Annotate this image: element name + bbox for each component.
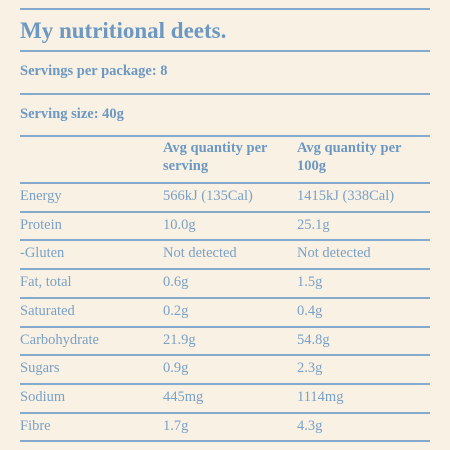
serving-size: Serving size: 40g xyxy=(20,106,124,122)
cell: 0.6g xyxy=(163,274,189,291)
row-label: Fat, total xyxy=(20,274,72,291)
row-label: Saturated xyxy=(20,302,75,319)
cell: 566kJ (135Cal) xyxy=(163,188,253,204)
cell: 0.2g xyxy=(163,302,189,319)
column-header: Avg quantity per serving xyxy=(163,140,268,174)
cell: Not detected xyxy=(163,245,237,262)
cell: 21.9g xyxy=(163,331,196,348)
rule xyxy=(20,210,430,213)
rule xyxy=(20,382,430,385)
rule xyxy=(20,182,430,184)
cell: 1.7g xyxy=(163,417,189,434)
cell: 54.8g xyxy=(297,331,330,348)
cell: 445mg xyxy=(163,388,204,405)
cell: 1415kJ (338Cal) xyxy=(297,188,395,204)
rule xyxy=(20,440,430,443)
row-label: Sugars xyxy=(20,360,60,377)
cell: 0.9g xyxy=(163,360,189,377)
row-label: Carbohydrate xyxy=(20,331,99,348)
rule xyxy=(20,239,430,242)
cell: 4.3g xyxy=(297,417,323,434)
cell: 10.0g xyxy=(163,216,196,233)
cell: 2.3g xyxy=(297,360,323,377)
row-label: Protein xyxy=(20,216,62,233)
rule xyxy=(20,50,430,52)
cell: Not detected xyxy=(297,245,371,262)
cell: 1114mg xyxy=(297,388,344,405)
rule xyxy=(20,268,430,271)
cell: 1.5g xyxy=(297,274,323,291)
rule xyxy=(20,354,430,357)
rule xyxy=(20,93,430,95)
servings: Servings per package: 8 xyxy=(20,63,168,79)
rule xyxy=(20,8,430,10)
row-label: Sodium xyxy=(20,388,66,405)
rule xyxy=(20,135,430,137)
rule xyxy=(20,325,430,328)
cell: 25.1g xyxy=(297,216,330,233)
row-label: Fibre xyxy=(20,417,51,434)
rule xyxy=(20,296,430,299)
row-label: Energy xyxy=(20,188,62,204)
rule xyxy=(20,411,430,414)
row-label: -Gluten xyxy=(20,245,65,262)
cell: 0.4g xyxy=(297,302,323,319)
title: My nutritional deets. xyxy=(20,18,227,43)
column-header: Avg quantity per 100g xyxy=(297,140,402,174)
